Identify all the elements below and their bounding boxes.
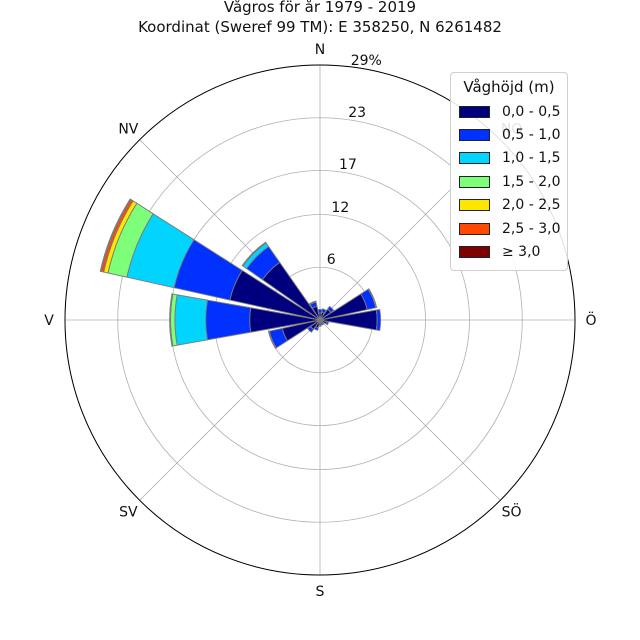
- legend-label: ≥ 3,0: [502, 244, 541, 261]
- legend-label: 1,5 - 2,0: [502, 173, 561, 190]
- legend-label: 2,5 - 3,0: [502, 220, 561, 237]
- legend-item: 1,0 - 1,5: [459, 147, 561, 170]
- rose-bar-segment: [325, 320, 330, 326]
- rose-bars: [99, 198, 382, 349]
- rose-bar-segment: [169, 293, 174, 347]
- legend-item: 2,5 - 3,0: [459, 217, 561, 240]
- legend-swatch: [459, 222, 490, 235]
- chart-title: Vågros för år 1979 - 2019: [223, 0, 417, 16]
- radial-tick-label: 29%: [351, 53, 382, 69]
- direction-label: V: [44, 313, 54, 329]
- legend-swatch: [459, 199, 490, 212]
- legend-label: 1,0 - 1,5: [502, 150, 561, 167]
- direction-label: SÖ: [502, 503, 522, 521]
- rose-bar-segment: [205, 299, 252, 341]
- legend-items: 0,0 - 0,5 0,5 - 1,0 1,0 - 1,5 1,5 - 2,0 2,0 …: [459, 100, 561, 264]
- chart-subtitle: Koordinat (Sweref 99 TM): E 358250, N 62…: [138, 18, 502, 36]
- legend-title: Våghöjd (m): [463, 78, 555, 96]
- legend-label: 2,0 - 2,5: [502, 197, 561, 214]
- radial-tick-label: 12: [331, 200, 349, 216]
- radial-tick-labels: 6 12 17 23 29%: [327, 53, 382, 268]
- radial-tick-label: 17: [339, 157, 357, 173]
- legend-item: 0,0 - 0,5: [459, 100, 561, 123]
- rose-bar-segment: [308, 300, 317, 306]
- rose-bar-segment: [326, 305, 335, 314]
- direction-label: N: [315, 42, 325, 58]
- direction-label: Ö: [585, 311, 596, 329]
- rose-bar-segment: [99, 198, 132, 273]
- grid-spoke: [319, 319, 501, 501]
- legend-swatch: [459, 105, 490, 118]
- rose-bar-segment: [367, 288, 378, 309]
- radial-tick-label: 23: [348, 105, 366, 121]
- rose-bar-segment: [375, 308, 382, 332]
- legend: Våghöjd (m) 0,0 - 0,5 0,5 - 1,0 1,0 - 1,5 1…: [450, 72, 568, 271]
- legend-label: 0,0 - 0,5: [502, 103, 561, 120]
- outer-ring: [64, 64, 576, 576]
- rose-bar-segment: [241, 241, 267, 267]
- legend-swatch: [459, 246, 490, 259]
- legend-item: 2,0 - 2,5: [459, 194, 561, 217]
- legend-swatch: [459, 129, 490, 142]
- radial-tick-label: 6: [327, 252, 336, 268]
- legend-item: ≥ 3,0: [459, 240, 559, 263]
- rose-bar-segment: [174, 294, 208, 346]
- rose-bar-segment: [321, 308, 327, 314]
- direction-label: SV: [119, 505, 138, 521]
- direction-label: S: [316, 584, 325, 600]
- legend-swatch: [459, 152, 490, 165]
- direction-label: NV: [118, 121, 138, 137]
- rose-bar-segment: [267, 330, 277, 349]
- legend-swatch: [459, 175, 490, 188]
- grid-spoke: [139, 319, 321, 501]
- grid-ring: [117, 117, 523, 523]
- rose-bar-segment: [313, 326, 319, 331]
- rose-bar-segment: [307, 325, 315, 333]
- legend-item: 1,5 - 2,0: [459, 170, 561, 193]
- rose-bar-segment: [317, 308, 323, 314]
- legend-label: 0,5 - 1,0: [502, 127, 561, 144]
- legend-item: 0,5 - 1,0: [459, 123, 561, 146]
